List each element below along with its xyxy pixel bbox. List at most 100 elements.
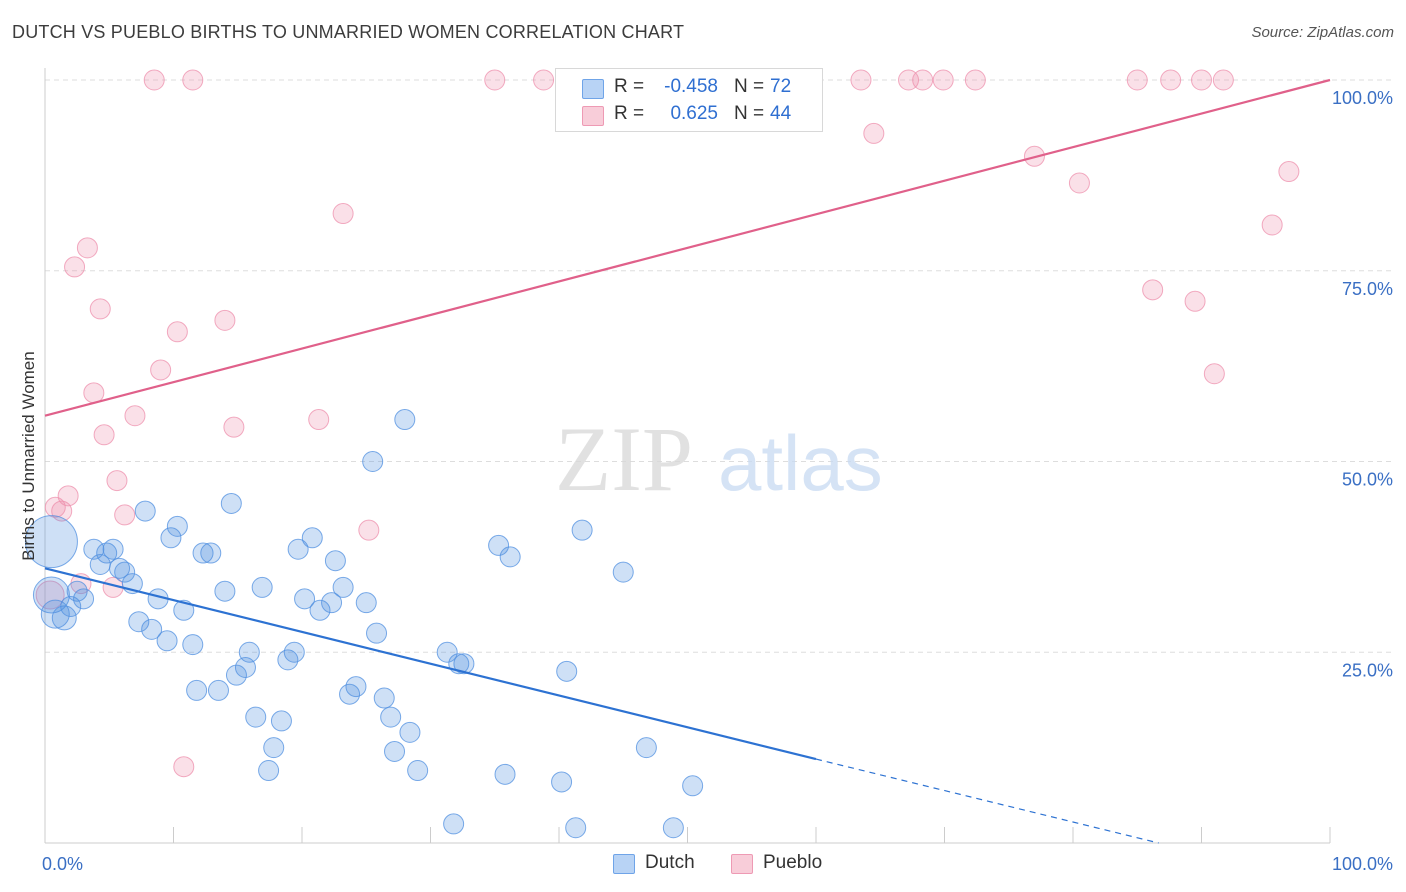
- point-pueblo: [93, 424, 115, 446]
- point-pueblo: [114, 504, 136, 526]
- point-dutch: [186, 679, 208, 701]
- point-dutch: [258, 760, 280, 782]
- point-pueblo: [83, 382, 105, 404]
- point-dutch: [207, 679, 229, 701]
- legend-r-value: 0.625: [670, 103, 718, 124]
- point-dutch: [399, 721, 421, 743]
- point-dutch: [355, 592, 377, 614]
- legend-r-label: R =: [614, 76, 645, 97]
- point-dutch: [384, 740, 406, 762]
- point-dutch: [366, 622, 388, 644]
- point-dutch: [321, 592, 343, 614]
- point-dutch: [238, 641, 260, 663]
- point-dutch: [499, 546, 521, 568]
- point-dutch: [682, 775, 704, 797]
- point-pueblo: [1191, 69, 1212, 91]
- trend-line-extension-dutch: [815, 758, 1159, 844]
- point-dutch: [192, 542, 214, 564]
- legend-r-label: R =: [614, 103, 645, 124]
- point-pueblo: [57, 485, 79, 507]
- point-dutch: [283, 641, 305, 663]
- point-pueblo: [1278, 161, 1300, 183]
- point-dutch: [166, 515, 188, 537]
- point-dutch: [24, 515, 78, 569]
- legend-label-pueblo: Pueblo: [763, 852, 823, 873]
- point-pueblo: [124, 405, 146, 427]
- point-dutch: [134, 500, 156, 522]
- point-pueblo: [850, 69, 872, 91]
- point-dutch: [200, 542, 222, 564]
- y-axis-title: Births to Unmarried Women: [19, 351, 38, 560]
- point-dutch: [362, 451, 384, 472]
- y-tick-label: 25.0%: [1342, 660, 1393, 680]
- point-dutch: [287, 538, 309, 560]
- point-pueblo: [308, 409, 330, 431]
- legend-swatch-pueblo: [582, 106, 604, 126]
- trend-lines: [44, 78, 1331, 844]
- trend-line-dutch: [44, 567, 817, 761]
- chart-title: DUTCH VS PUEBLO BIRTHS TO UNMARRIED WOME…: [12, 22, 685, 42]
- point-pueblo: [182, 69, 204, 91]
- point-pueblo: [358, 519, 380, 541]
- point-pueblo: [533, 69, 555, 91]
- point-pueblo: [932, 69, 954, 91]
- point-pueblo: [1261, 214, 1283, 236]
- legend-n-label: N =: [734, 103, 765, 124]
- source-label: Source: ZipAtlas.com: [1251, 24, 1394, 41]
- point-dutch: [612, 561, 634, 583]
- legend-n-value: 72: [770, 76, 792, 97]
- point-dutch: [214, 580, 236, 602]
- point-dutch: [551, 771, 573, 793]
- point-dutch: [32, 576, 70, 614]
- legend-r-value: -0.458: [664, 76, 718, 97]
- point-pueblo: [1068, 172, 1090, 194]
- point-dutch: [373, 687, 395, 709]
- point-dutch: [571, 519, 593, 541]
- y-tick-label: 75.0%: [1342, 279, 1393, 299]
- point-dutch: [436, 641, 458, 663]
- point-dutch: [345, 676, 367, 698]
- point-dutch: [251, 576, 273, 598]
- point-dutch: [160, 527, 182, 549]
- legend-swatch-dutch: [582, 79, 604, 99]
- point-dutch: [141, 618, 163, 640]
- point-pueblo: [964, 69, 986, 91]
- point-pueblo: [106, 470, 128, 492]
- legend-swatch-pueblo: [731, 854, 753, 874]
- point-pueblo: [863, 122, 885, 144]
- x-tick-label-end: 100.0%: [1332, 854, 1393, 874]
- point-dutch: [173, 599, 195, 621]
- point-dutch: [114, 561, 136, 583]
- point-dutch: [635, 737, 657, 759]
- point-dutch: [40, 599, 70, 629]
- point-dutch: [96, 542, 118, 564]
- point-pueblo: [1184, 290, 1206, 312]
- correlation-legend: R = -0.458 N = 72 R = 0.625 N = 44: [555, 68, 823, 132]
- point-pueblo: [143, 69, 165, 91]
- point-dutch: [51, 605, 77, 631]
- point-pueblo: [1126, 69, 1148, 91]
- legend-n-value: 44: [770, 103, 792, 124]
- point-dutch: [102, 538, 124, 560]
- legend-label-dutch: Dutch: [645, 852, 695, 873]
- point-pueblo: [1203, 363, 1225, 385]
- pueblo-points: [35, 69, 1300, 778]
- point-dutch: [245, 706, 267, 728]
- point-pueblo: [166, 321, 188, 343]
- watermark-atlas: atlas: [718, 419, 883, 507]
- point-dutch: [488, 534, 510, 556]
- point-dutch: [225, 664, 247, 686]
- point-dutch: [565, 817, 587, 839]
- point-dutch: [263, 737, 285, 759]
- point-dutch: [394, 409, 416, 431]
- point-pueblo: [64, 256, 86, 278]
- y-tick-label: 50.0%: [1342, 470, 1393, 490]
- axes: [44, 68, 1331, 844]
- legend-n-label: N =: [734, 76, 765, 97]
- point-dutch: [324, 550, 346, 572]
- point-dutch: [453, 653, 475, 675]
- point-pueblo: [35, 580, 65, 610]
- legend-row-dutch: R = -0.458 N = 72: [556, 74, 822, 102]
- legend-row-pueblo: R = 0.625 N = 44: [556, 101, 822, 129]
- watermark: ZIP atlas: [555, 408, 883, 510]
